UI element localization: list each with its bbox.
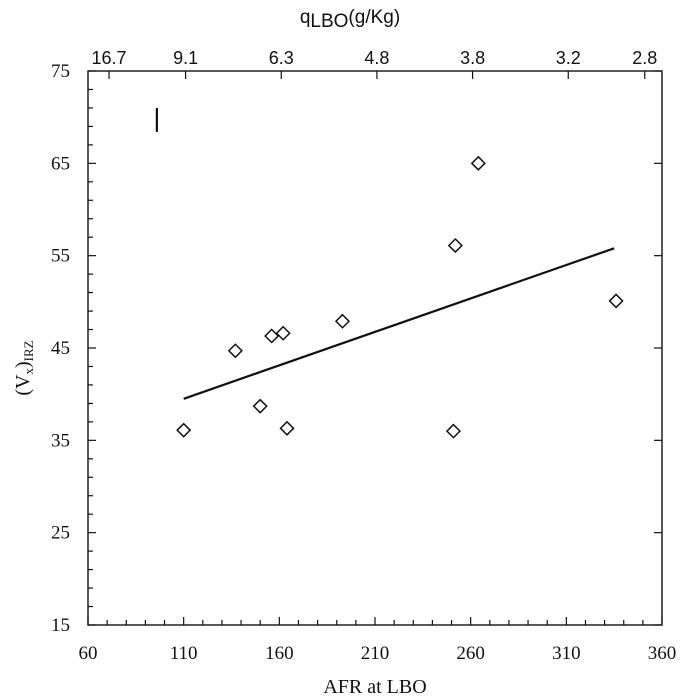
y-axis-title-subscript-irz: IRZ (21, 340, 36, 361)
scatter-point (252, 398, 268, 414)
top-axis-tick-labels: 16.7 9.1 6.3 4.8 3.8 3.2 2.8 (92, 48, 658, 68)
scatter-point (275, 325, 291, 341)
scatter-point (445, 423, 462, 439)
scatter-point (470, 155, 486, 171)
top-axis-title-subscript: LBO (310, 11, 348, 32)
top-tick-label: 3.8 (460, 48, 485, 68)
y-axis-title-subscript-x: x (21, 368, 36, 375)
y-tick-label: 35 (51, 430, 70, 451)
x-tick-label: 360 (648, 643, 677, 664)
x-tick-label: 310 (552, 643, 581, 664)
scatter-point (608, 293, 624, 309)
scatter-point (334, 313, 351, 329)
scatter-point (264, 328, 280, 344)
y-axis-title-close: ) (12, 361, 34, 368)
y-tick-label: 65 (51, 153, 70, 174)
scatter-point (227, 343, 243, 359)
left-axis-ticks (88, 70, 96, 626)
top-tick-label: 6.3 (269, 48, 294, 68)
plot-area-frame (87, 70, 663, 626)
y-axis-title-main: (V (12, 374, 34, 396)
y-tick-label: 75 (51, 61, 70, 82)
top-tick-label: 9.1 (173, 48, 198, 68)
top-tick-label: 4.8 (364, 48, 389, 68)
y-tick-label: 55 (51, 246, 70, 267)
y-axis-tick-labels: 15 25 35 45 55 65 75 (51, 61, 70, 636)
x-tick-label: 260 (456, 643, 485, 664)
x-tick-label: 110 (170, 643, 198, 664)
top-tick-label: 2.8 (632, 48, 657, 68)
y-axis-title: (Vx)IRZ (12, 340, 36, 395)
x-tick-label: 210 (361, 643, 390, 664)
scatter-point (176, 422, 192, 438)
y-tick-label: 25 (51, 523, 70, 544)
x-tick-label: 160 (265, 643, 294, 664)
x-axis-tick-labels: 60 110 160 210 260 310 360 (79, 643, 677, 664)
trend-line (183, 247, 615, 400)
top-tick-label: 16.7 (92, 48, 127, 68)
x-tick-label: 60 (79, 643, 98, 664)
y-tick-label: 15 (51, 615, 70, 636)
scatter-point (447, 237, 463, 254)
data-points (176, 155, 624, 439)
top-axis-title-units: (g/Kg) (348, 7, 400, 28)
top-axis-title: qLBO(g/Kg) (300, 7, 400, 32)
right-axis-ticks (654, 70, 662, 626)
top-axis-ticks (108, 71, 646, 79)
scatter-point (279, 420, 295, 436)
x-axis-title: AFR at LBO (323, 676, 426, 698)
y-tick-label: 45 (51, 338, 70, 359)
top-axis-title-main: q (300, 7, 311, 28)
top-tick-label: 3.2 (556, 48, 581, 68)
bottom-axis-ticks (87, 617, 663, 625)
